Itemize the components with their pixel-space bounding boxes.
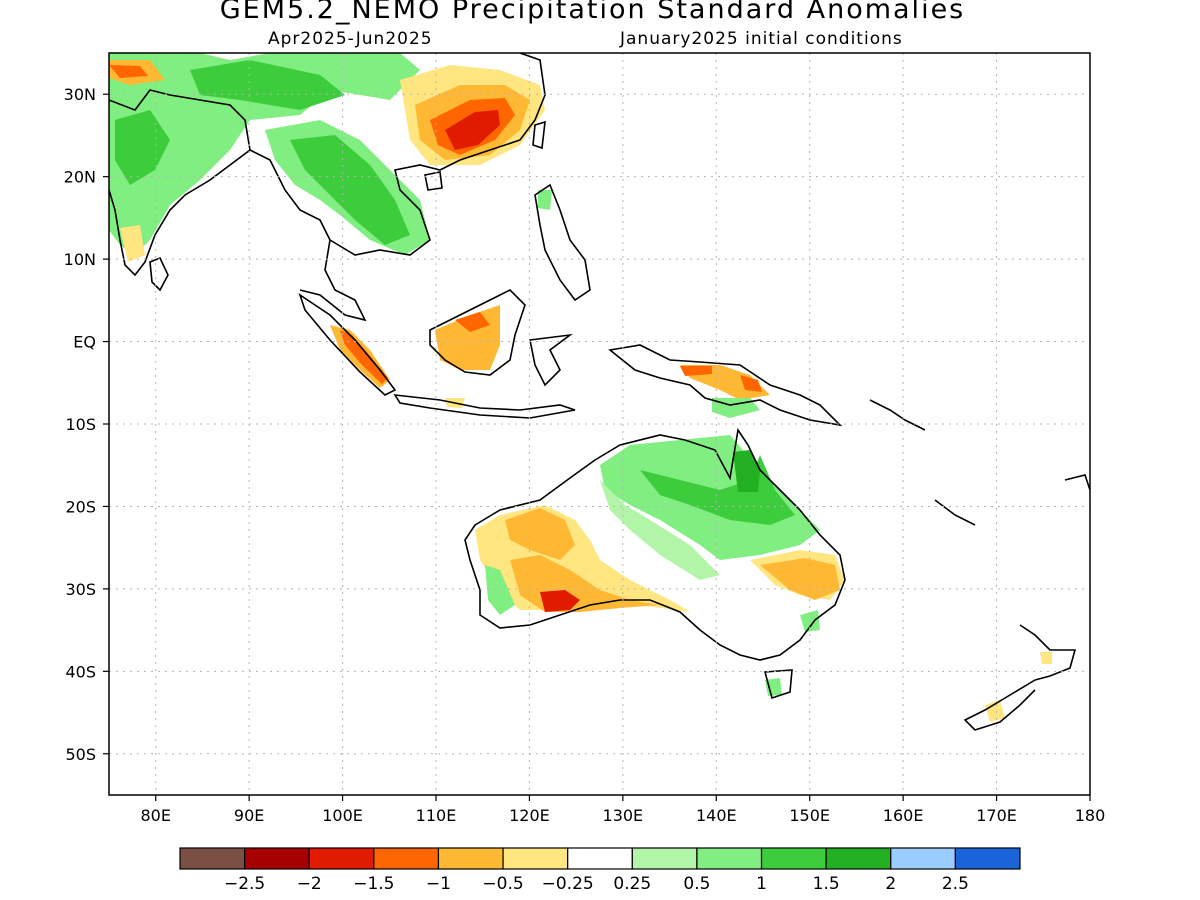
anomaly-shading — [109, 53, 1052, 722]
forecast-period: Apr2025-Jun2025 — [268, 29, 433, 49]
anomaly-region-philippines — [538, 190, 552, 210]
lon-tick-label: 110E — [416, 806, 457, 825]
lon-tick-label: 100E — [322, 806, 363, 825]
colorbar-swatch — [308, 847, 375, 870]
coastline-tasmania — [763, 669, 793, 700]
lon-tick-label: 90E — [234, 806, 264, 825]
longitude-labels: 80E 90E 100E 110E 120E 130E 140E 150E 160E 170E 18… — [140, 795, 1105, 825]
anomaly-region-sumatra-strong — [340, 330, 388, 384]
colorbar-swatch — [179, 847, 246, 870]
coastline-new-zealand — [963, 624, 1077, 731]
map-grid — [109, 53, 1090, 795]
coastline-borneo — [429, 289, 526, 376]
lat-tick-label: 20N — [64, 168, 96, 187]
coastline-java — [393, 394, 576, 419]
anomaly-region-indochina-strong — [290, 135, 410, 245]
coastline-fiji — [1064, 474, 1090, 491]
lat-tick-label: 50S — [65, 745, 96, 764]
colorbar-label: 0.25 — [613, 874, 651, 894]
lon-tick-label: 80E — [140, 806, 170, 825]
anomaly-region-new-guinea-strong — [680, 366, 762, 392]
lat-tick-label: 40S — [65, 662, 96, 681]
coastline-vanuatu — [934, 499, 976, 526]
colorbar-labels: −2.5 −2 −1.5 −1 −0.5 −0.25 0.25 0.5 1 1.5 2 2.5 — [224, 874, 969, 894]
lat-tick-label: EQ — [73, 333, 96, 352]
coastline-sri-lanka — [149, 256, 169, 292]
lon-tick-label: 170E — [976, 806, 1017, 825]
map-title: GEM5.2_NEMO Precipitation Standard Anoma… — [219, 0, 966, 25]
colorbar-label: 2 — [885, 874, 896, 894]
anomaly-region-himalaya — [190, 60, 345, 110]
lat-tick-label: 10N — [64, 250, 96, 269]
anomaly-region-australia-east-dry — [760, 558, 840, 600]
colorbar-label: −1 — [426, 874, 451, 894]
colorbar-swatch — [437, 847, 504, 870]
lat-tick-label: 10S — [65, 415, 96, 434]
anomaly-region-cape-york — [733, 450, 760, 492]
colorbar-label: 1.5 — [813, 874, 840, 894]
colorbar-label: 2.5 — [942, 874, 969, 894]
anomaly-region-south-china-core — [445, 110, 500, 150]
lat-tick-label: 20S — [65, 497, 96, 516]
colorbar-label: −2 — [297, 874, 322, 894]
colorbar-swatch — [954, 847, 1021, 870]
coastline-philippines — [534, 183, 591, 302]
coastline-hainan — [424, 171, 443, 191]
anomaly-region-australia-north-light — [600, 480, 720, 580]
lon-tick-label: 130E — [603, 806, 644, 825]
lat-tick-label: 30S — [65, 580, 96, 599]
anomaly-region-south-asia — [109, 53, 420, 255]
anomaly-region-borneo-strong — [455, 312, 490, 332]
coastline-new-guinea — [608, 344, 843, 427]
colorbar-swatch — [760, 847, 827, 870]
anomaly-region-australia-west-dry — [505, 508, 660, 612]
lon-tick-label: 120E — [509, 806, 550, 825]
latitude-labels: 30N 20N 10N EQ 10S 20S 30S 40S 50S — [64, 85, 109, 764]
colorbar-swatch — [244, 847, 310, 870]
coastline-taiwan — [532, 120, 546, 150]
coastline-asia — [109, 89, 251, 277]
lat-tick-label: 30N — [64, 85, 96, 104]
anomaly-region-sri-lanka-dry — [120, 225, 145, 262]
colorbar-label: −1.5 — [353, 874, 394, 894]
colorbar-label: 0.5 — [683, 874, 710, 894]
anomaly-region-australia-sw-wet — [485, 565, 515, 615]
colorbar-label: −0.25 — [542, 874, 594, 894]
lon-tick-label: 180 — [1075, 806, 1106, 825]
coastlines — [109, 53, 1090, 731]
lon-tick-label: 140E — [696, 806, 737, 825]
coastline-sulawesi — [529, 333, 573, 387]
anomaly-region-nw-india-wet — [109, 65, 148, 78]
lon-tick-label: 150E — [789, 806, 830, 825]
colorbar-swatch — [696, 847, 763, 870]
colorbar-label: −2.5 — [224, 874, 265, 894]
coastline-solomons — [869, 399, 926, 431]
colorbar-label: 1 — [756, 874, 767, 894]
colorbar-swatch — [502, 847, 569, 870]
colorbar-swatch — [825, 847, 892, 870]
anomaly-region-australia-se-wet — [765, 610, 820, 696]
lon-tick-label: 160E — [883, 806, 924, 825]
colorbar-swatch — [631, 847, 698, 870]
colorbar-swatch — [373, 847, 440, 870]
colorbar-swatch — [567, 847, 633, 870]
anomaly-region-new-zealand — [985, 652, 1052, 722]
colorbar-swatch — [890, 847, 956, 870]
coastline-australia — [464, 427, 846, 661]
anomaly-region-india-strong — [115, 110, 170, 185]
coastline-indochina — [249, 53, 546, 322]
anomaly-region-australia-sw-strong — [540, 590, 580, 612]
initial-conditions: January2025 initial conditions — [620, 29, 903, 49]
colorbar — [179, 847, 1021, 870]
colorbar-label: −0.5 — [482, 874, 523, 894]
